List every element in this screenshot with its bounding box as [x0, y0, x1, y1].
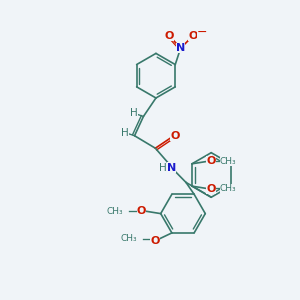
- Text: O: O: [151, 236, 160, 246]
- Text: N: N: [176, 43, 185, 53]
- Text: O: O: [206, 184, 216, 194]
- Text: O: O: [188, 31, 198, 41]
- Text: N: N: [167, 163, 176, 172]
- Text: CH₃: CH₃: [220, 157, 236, 166]
- Text: O: O: [206, 156, 216, 166]
- Text: CH₃: CH₃: [120, 234, 137, 243]
- Text: H: H: [159, 163, 167, 173]
- Text: CH₃: CH₃: [107, 207, 124, 216]
- Text: H: H: [130, 108, 138, 118]
- Text: H: H: [121, 128, 129, 138]
- Text: O: O: [165, 31, 174, 41]
- Text: O: O: [170, 131, 180, 141]
- Text: CH₃: CH₃: [220, 184, 236, 193]
- Text: −: −: [197, 26, 207, 39]
- Text: O: O: [137, 206, 146, 216]
